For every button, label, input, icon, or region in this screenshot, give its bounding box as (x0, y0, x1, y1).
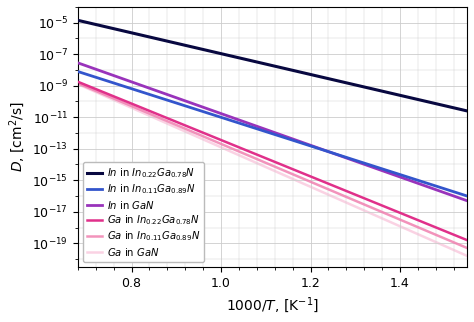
X-axis label: 1000/$T$, [K$^{-1}$]: 1000/$T$, [K$^{-1}$] (226, 295, 319, 315)
Legend: $\mathit{In}$ in $\mathit{In}_{0.22}\mathit{Ga}_{0.78}\mathit{N}$, $\mathit{In}$: $\mathit{In}$ in $\mathit{In}_{0.22}\mat… (83, 162, 204, 262)
Y-axis label: $D$, [cm$^2$/s]: $D$, [cm$^2$/s] (7, 101, 27, 172)
